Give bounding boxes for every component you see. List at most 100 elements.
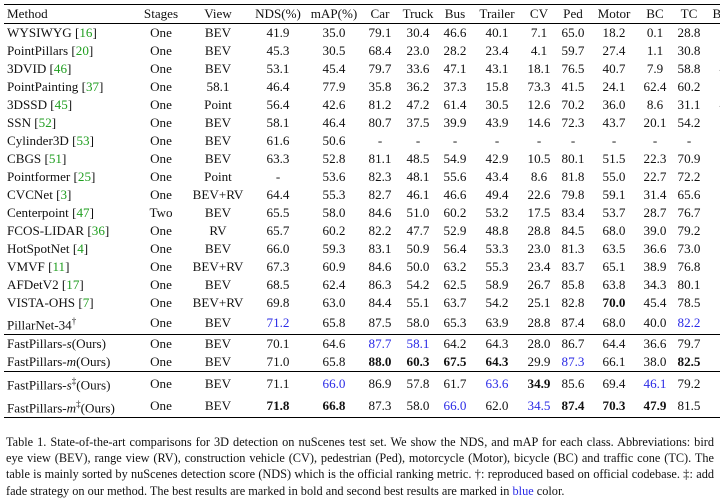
table-row: AFDetV2 [17] One BEV 68.5 62.4 86.3 54.2 62.5 58…	[4, 276, 720, 294]
stages-cell: One	[136, 334, 186, 354]
method-name-cell: FastPillars-s‡(Ours)	[4, 371, 136, 395]
metric-cell: 10.5	[527, 151, 551, 166]
metric-cell: 60.3	[406, 354, 430, 370]
citation-number: 52	[38, 115, 52, 130]
method-name-cell: PillarNet-34†	[4, 312, 136, 335]
metric-cell: 76.8	[677, 259, 701, 274]
metric-cell: 55.3	[485, 259, 509, 274]
metric-cell: 46.1	[406, 187, 430, 202]
method-name-cell: Centerpoint [47]	[4, 204, 136, 222]
method-name: Centerpoint	[7, 205, 69, 220]
metric-cell: 62.4	[322, 277, 346, 292]
stages-cell: One	[150, 315, 172, 331]
metric-cell: 85.6	[556, 371, 590, 395]
metric-cell: 71.0	[266, 354, 290, 370]
column-header-car: Car	[370, 6, 390, 21]
table-row: Pointformer [25] One Point - 53.6 82.3 48.1 55.…	[4, 168, 720, 186]
metric-cell: 63.3	[266, 151, 290, 166]
metric-cell: 52.8	[322, 151, 346, 166]
method-name-cell: CBGS [51]	[4, 150, 136, 168]
metric-cell: 86.3	[368, 277, 392, 292]
metric-cell: 66.0	[438, 394, 472, 419]
stages-cell: One	[150, 295, 172, 310]
metric-cell: 59.3	[322, 241, 346, 256]
metric-cell: 82.8	[561, 295, 585, 310]
column-header-bc: BC	[646, 6, 664, 21]
view-cell: BEV	[204, 277, 232, 292]
metric-cell: 63.2	[443, 259, 467, 274]
stages-cell: One	[150, 277, 172, 292]
metric-cell: 12.6	[527, 97, 551, 112]
method-name-variant: s	[66, 336, 72, 352]
metric-cell: 50.0	[406, 259, 430, 274]
metric-cell: 14.6	[527, 115, 551, 130]
metric-cell: 22.3	[643, 151, 667, 166]
metric-cell: 70.9	[706, 204, 720, 222]
citation-bracket: ]	[99, 79, 104, 94]
view-cell: BEV	[204, 315, 232, 331]
metric-cell: 46.4	[322, 115, 346, 130]
citation-number: 11	[52, 259, 66, 274]
citation-bracket: [	[68, 43, 76, 58]
metric-cell: 82.2	[677, 315, 701, 331]
column-header-view: View	[204, 6, 232, 21]
metric-cell: 60.9	[322, 259, 346, 274]
metric-cell: 83.4	[561, 205, 585, 220]
metric-cell: 66.1	[602, 354, 626, 370]
metric-cell: 50.9	[406, 241, 430, 256]
table-row: SSN [52] One BEV 58.1 46.4 80.7 37.5 39.9 43.9 14…	[4, 114, 720, 132]
metric-cell: 30.5	[322, 43, 346, 58]
metric-cell: 54.9	[443, 151, 467, 166]
metric-cell: 55.1	[406, 295, 430, 310]
metric-cell: 58.9	[485, 277, 509, 292]
view-cell: RV	[209, 223, 227, 238]
metric-cell: 87.7	[362, 334, 398, 354]
metric-cell: 34.7	[706, 24, 720, 43]
metric-cell: 51.5	[602, 151, 626, 166]
table-row: PillarNet-34† One BEV 71.2 65.8 87.5 58.0 65.3 6…	[4, 312, 720, 335]
metric-cell: 64.4	[590, 334, 638, 354]
metric-cell: 58.0	[398, 394, 438, 419]
metric-cell: 85.8	[561, 277, 585, 292]
metric-cell: 39.9	[443, 115, 467, 130]
table-row: HotSpotNet [4] One BEV 66.0 59.3 83.1 50.9 56.4…	[4, 240, 720, 258]
metric-cell: 69.4	[590, 371, 638, 395]
view-cell: BEV	[204, 43, 232, 58]
method-name: CBGS	[7, 151, 42, 166]
table-row-ours: FastPillars-m‡(Ours) One BEV 71.8 66.8 87.3 58…	[4, 394, 720, 419]
metric-cell: 28.2	[443, 43, 467, 58]
metric-cell: 71.8	[250, 394, 306, 419]
metric-cell: 62.4	[643, 79, 667, 94]
column-header-method: Method	[7, 6, 48, 21]
metric-cell: 66.0	[306, 371, 362, 395]
citation-number: 20	[75, 43, 89, 58]
citation-bracket: [	[84, 223, 92, 238]
metric-cell: 87.3	[362, 394, 398, 419]
stages-cell: One	[136, 394, 186, 419]
citation-bracket: [	[70, 169, 78, 184]
metric-cell: 23.0	[406, 43, 430, 58]
method-name-cell: SSN [52]	[4, 114, 136, 132]
metric-cell: 55.3	[322, 187, 346, 202]
metric-cell: 56.3	[706, 114, 720, 132]
metric-cell: 71.6	[706, 240, 720, 258]
metric-cell: 73.0	[677, 241, 701, 256]
citation-bracket: ]	[92, 25, 97, 40]
metric-cell: 64.3	[485, 354, 509, 370]
method-name-cell: FastPillars-m‡(Ours)	[4, 394, 136, 419]
view-cell: 58.1	[206, 79, 230, 94]
citation-number: 36	[91, 223, 105, 238]
metric-cell: 64.6	[306, 334, 362, 354]
metric-cell: 65.6	[677, 187, 701, 202]
column-header-cv: CV	[529, 6, 549, 21]
metric-cell: 74.7	[706, 371, 720, 395]
metric-cell: 79.2	[677, 223, 701, 238]
metric-cell: 22.7	[643, 169, 667, 184]
table-row: WYSIWYG [16] One BEV 41.9 35.0 79.1 30.4 46.6 40…	[4, 24, 720, 43]
metric-cell: 8.6	[646, 97, 664, 112]
stages-cell: One	[150, 61, 172, 76]
table-row: VISTA-OHS [7] One BEV+RV 69.8 63.0 84.4 55.1 63…	[4, 294, 720, 312]
method-name-cell: Pointformer [25]	[4, 168, 136, 186]
metric-cell: 87.3	[561, 354, 585, 370]
metric-cell: 7.9	[646, 61, 664, 76]
